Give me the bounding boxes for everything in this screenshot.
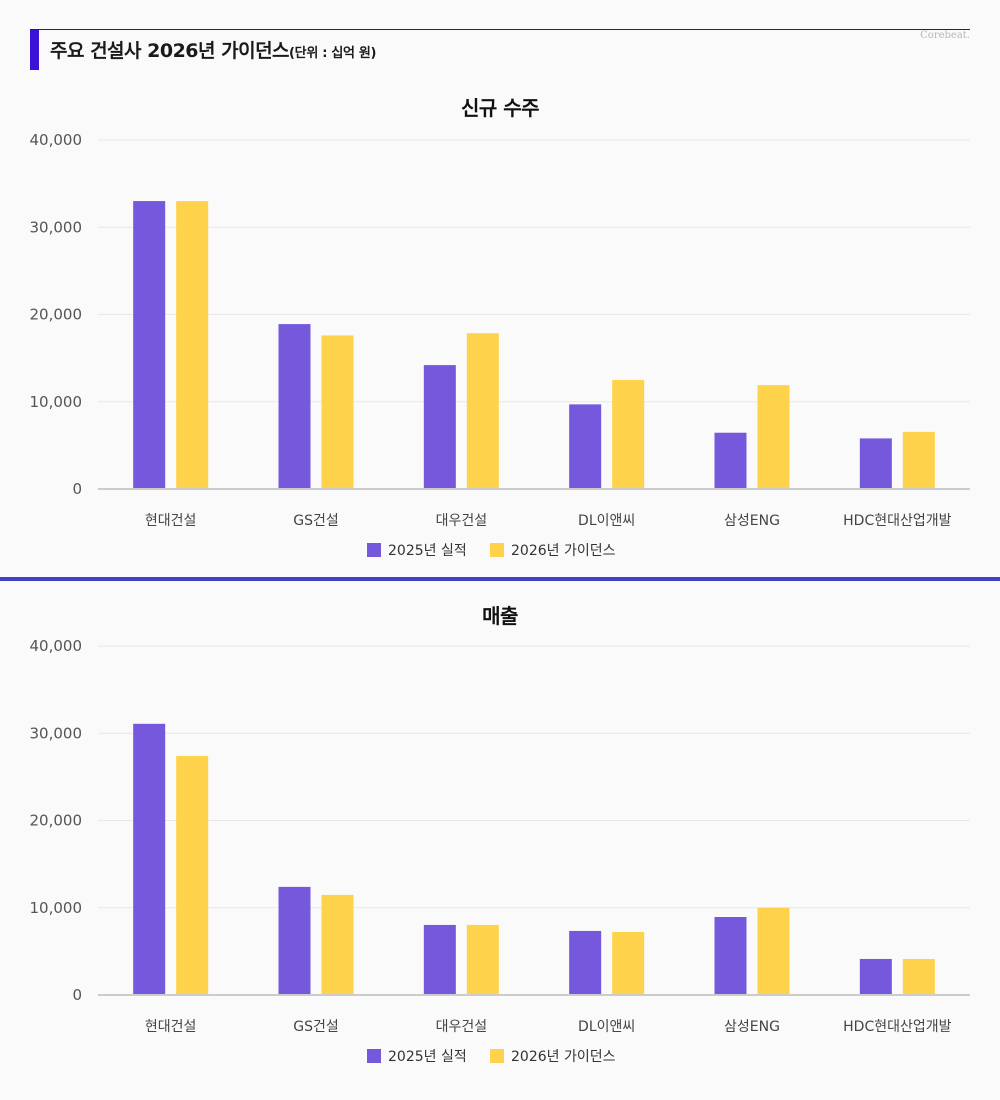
header-accent-bar bbox=[30, 30, 39, 70]
bar-2026 bbox=[321, 335, 354, 489]
y-tick-label: 0 bbox=[72, 986, 82, 1004]
bar-2025 bbox=[714, 916, 747, 995]
x-category-label: HDC현대산업개발 bbox=[843, 1019, 951, 1035]
new-orders-chart: 0 10,000 20,000 30,000 40,000 현대건설 GS건설 대우건설 DL이… bbox=[30, 131, 970, 559]
bar-2026 bbox=[612, 379, 645, 489]
unit-note: (단위 : 십억 원) bbox=[289, 46, 377, 61]
bar-2025 bbox=[859, 958, 892, 995]
page-title-text: 주요 건설사 2026년 가이던스 bbox=[50, 40, 290, 62]
section-separator bbox=[0, 577, 1000, 581]
bar-2026 bbox=[902, 431, 935, 489]
bar-2026 bbox=[466, 924, 499, 995]
x-category-label: 삼성ENG bbox=[724, 1019, 780, 1035]
bar-2026 bbox=[466, 333, 499, 489]
bar-2025 bbox=[569, 930, 602, 995]
bar-2026 bbox=[757, 907, 790, 995]
chart-title-new-orders: 신규 수주 bbox=[460, 96, 540, 120]
legend-label-2025: 2025년 실적 bbox=[388, 543, 467, 559]
bar-2025 bbox=[423, 924, 456, 995]
legend-label-2025: 2025년 실적 bbox=[388, 1049, 467, 1065]
x-category-label: HDC현대산업개발 bbox=[843, 513, 951, 529]
bar-2025 bbox=[133, 723, 166, 995]
legend-label-2026: 2026년 가이던스 bbox=[511, 1049, 616, 1065]
bar-2025 bbox=[423, 365, 456, 489]
bar-2025 bbox=[278, 886, 311, 995]
page-title: 주요 건설사 2026년 가이던스(단위 : 십억 원) bbox=[50, 36, 377, 63]
x-category-label: 삼성ENG bbox=[724, 513, 780, 529]
bar-2025 bbox=[278, 324, 311, 489]
bar-2026 bbox=[321, 894, 354, 995]
revenue-chart: 0 10,000 20,000 30,000 40,000 현대건설 GS건설 대우건설 DL이… bbox=[30, 637, 970, 1065]
legend-swatch-2026 bbox=[490, 543, 504, 557]
y-tick-label: 10,000 bbox=[30, 393, 83, 411]
y-tick-label: 0 bbox=[72, 480, 82, 498]
y-tick-label: 30,000 bbox=[30, 724, 83, 742]
bar-2025 bbox=[133, 201, 166, 489]
y-tick-label: 20,000 bbox=[30, 812, 83, 830]
bar-2026 bbox=[176, 201, 209, 489]
x-category-label: 대우건설 bbox=[436, 513, 488, 529]
x-category-label: 현대건설 bbox=[145, 1019, 197, 1035]
bar-2026 bbox=[757, 385, 790, 489]
y-tick-label: 10,000 bbox=[30, 899, 83, 917]
header-rule bbox=[30, 29, 970, 30]
x-category-label: GS건설 bbox=[293, 1019, 339, 1035]
bar-2025 bbox=[569, 404, 602, 489]
x-category-label: DL이앤씨 bbox=[578, 513, 635, 529]
bar-2025 bbox=[859, 438, 892, 489]
legend-swatch-2026 bbox=[490, 1049, 504, 1063]
bar-2026 bbox=[612, 932, 645, 995]
bar-2025 bbox=[714, 432, 747, 489]
x-category-label: DL이앤씨 bbox=[578, 1019, 635, 1035]
legend-label-2026: 2026년 가이던스 bbox=[511, 543, 616, 559]
legend-swatch-2025 bbox=[367, 543, 381, 557]
x-category-label: GS건설 bbox=[293, 513, 339, 529]
legend-swatch-2025 bbox=[367, 1049, 381, 1063]
bar-2026 bbox=[902, 958, 935, 995]
y-tick-label: 40,000 bbox=[30, 637, 83, 655]
brand-logo: Corebeat. bbox=[920, 30, 970, 41]
y-tick-label: 30,000 bbox=[30, 218, 83, 236]
x-category-label: 대우건설 bbox=[436, 1019, 488, 1035]
x-category-label: 현대건설 bbox=[145, 513, 197, 529]
bar-2026 bbox=[176, 755, 209, 995]
chart-title-revenue: 매출 bbox=[482, 604, 518, 628]
y-tick-label: 40,000 bbox=[30, 131, 83, 149]
y-tick-label: 20,000 bbox=[30, 306, 83, 324]
